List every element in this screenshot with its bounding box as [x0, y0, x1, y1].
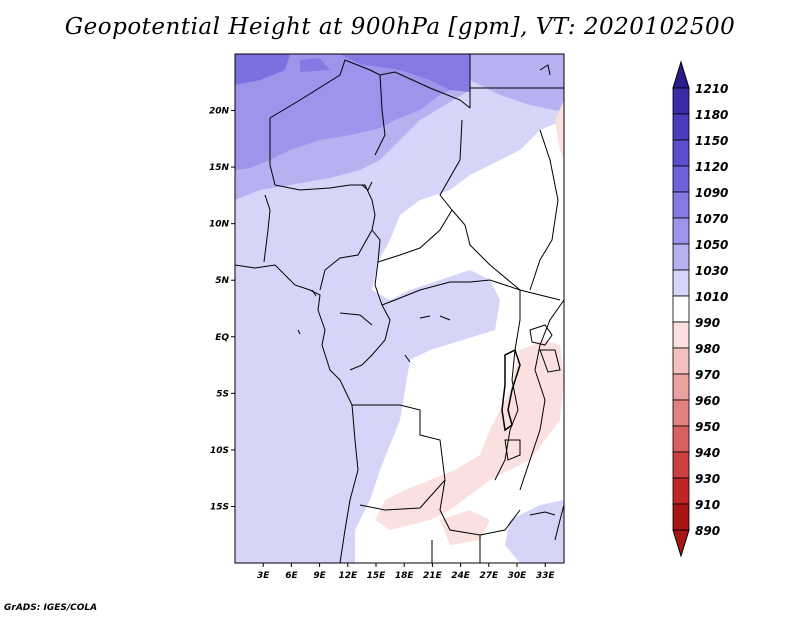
lon-tick-label: 15E — [367, 571, 387, 581]
colorbar-swatch — [672, 87, 690, 115]
fill-1090-1120 — [235, 54, 290, 85]
lon-tick-label: 18E — [395, 571, 415, 581]
colorbar-label: 990 — [695, 316, 720, 330]
colorbar-label: 970 — [695, 368, 720, 382]
colorbar-swatch — [672, 451, 690, 479]
colorbar-label: 980 — [695, 342, 720, 356]
lat-tick-label: 5N — [215, 276, 229, 286]
lat-tick-label: EQ — [215, 333, 229, 343]
colorbar-swatch — [672, 217, 690, 245]
colorbar-swatch — [672, 425, 690, 453]
lon-tick-label: 21E — [423, 571, 443, 581]
lat-tick-label: 20N — [209, 107, 230, 117]
lon-tick-label: 24E — [451, 571, 471, 581]
colorbar-swatch — [672, 139, 690, 167]
colorbar-swatch — [672, 243, 690, 271]
colorbar: 1210 1180 1150 1120 1090 1070 1050 1030 1010 990 9… — [672, 60, 728, 558]
colorbar-label: 1010 — [695, 290, 728, 304]
fill-980-990-se — [375, 340, 564, 530]
contour-fill — [235, 54, 564, 563]
colorbar-swatch — [672, 347, 690, 375]
lat-tick-label: 10N — [209, 220, 230, 230]
colorbar-label: 1090 — [695, 186, 728, 200]
lon-tick-label: 27E — [479, 571, 499, 581]
colorbar-swatch — [672, 269, 690, 297]
fill-980-990-s — [440, 510, 490, 545]
colorbar-swatch — [672, 113, 690, 141]
colorbar-swatch — [672, 165, 690, 193]
boundaries — [235, 54, 564, 563]
lon-tick-label: 3E — [257, 571, 270, 581]
fill-1050-1070 — [235, 54, 470, 170]
colorbar-swatch — [672, 295, 690, 323]
colorbar-label: 1150 — [695, 134, 728, 148]
latitude-axis: 20N 15N 10N 5N EQ 5S 10S 15S — [209, 107, 235, 512]
lat-tick-label: 15N — [209, 163, 230, 173]
colorbar-label: 930 — [695, 472, 720, 486]
colorbar-label: 1070 — [695, 212, 728, 226]
colorbar-label: 1180 — [695, 108, 728, 122]
lon-tick-label: 9E — [313, 571, 326, 581]
lon-tick-label: 30E — [508, 571, 528, 581]
colorbar-swatch — [672, 191, 690, 219]
lat-tick-label: 5S — [216, 389, 229, 399]
colorbar-label: 890 — [695, 524, 720, 538]
chart-title: Geopotential Height at 900hPa [gpm], VT:… — [64, 14, 736, 40]
fill-1070-1090 — [235, 54, 470, 92]
colorbar-swatch — [672, 477, 690, 505]
colorbar-bottom-arrow — [672, 529, 690, 558]
colorbar-swatch — [672, 321, 690, 349]
longitude-axis: 3E 6E 9E 12E 15E 18E 21E 24E 27E 30E 33E — [257, 563, 555, 581]
map-frame — [234, 53, 565, 564]
grads-credit: GrADS: IGES/COLA — [4, 603, 98, 613]
lat-tick-label: 10S — [210, 446, 229, 456]
fill-980-990-ne — [555, 100, 564, 160]
colorbar-label: 950 — [695, 420, 720, 434]
colorbar-label: 940 — [695, 446, 720, 460]
lat-tick-label: 15S — [210, 502, 229, 512]
colorbar-top-arrow — [672, 60, 690, 89]
colorbar-label: 1030 — [695, 264, 728, 278]
colorbar-label: 1120 — [695, 160, 728, 174]
colorbar-swatch — [672, 503, 690, 531]
colorbar-label: 960 — [695, 394, 720, 408]
colorbar-label: 1050 — [695, 238, 728, 252]
colorbar-label: 910 — [695, 498, 720, 512]
lon-tick-label: 6E — [285, 571, 298, 581]
fill-1010-1030-se — [505, 500, 564, 563]
colorbar-label: 1210 — [695, 82, 728, 96]
lon-tick-label: 33E — [536, 571, 556, 581]
colorbar-swatch — [672, 399, 690, 427]
colorbar-swatch — [672, 373, 690, 401]
lon-tick-label: 12E — [338, 571, 358, 581]
